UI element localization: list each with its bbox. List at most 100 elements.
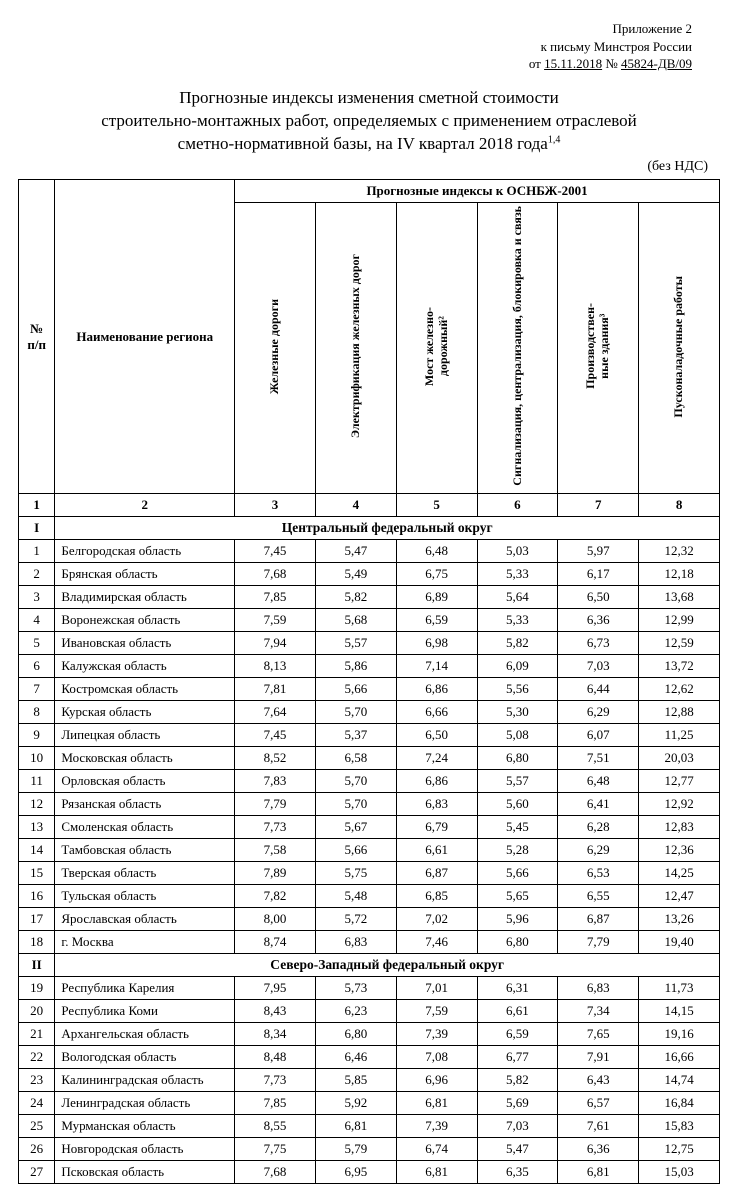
value-cell: 8,74 xyxy=(235,931,316,954)
value-cell: 5,70 xyxy=(315,793,396,816)
section-roman: I xyxy=(19,517,55,540)
value-cell: 6,57 xyxy=(558,1092,639,1115)
value-cell: 7,39 xyxy=(396,1023,477,1046)
row-number: 11 xyxy=(19,770,55,793)
value-cell: 7,03 xyxy=(558,655,639,678)
header-line1: Приложение 2 xyxy=(18,20,692,38)
region-name: Курская область xyxy=(55,701,235,724)
row-number: 21 xyxy=(19,1023,55,1046)
value-cell: 12,88 xyxy=(639,701,720,724)
region-name: Тульская область xyxy=(55,885,235,908)
value-cell: 7,39 xyxy=(396,1115,477,1138)
value-cell: 5,56 xyxy=(477,678,558,701)
value-cell: 20,03 xyxy=(639,747,720,770)
value-cell: 5,66 xyxy=(315,839,396,862)
value-cell: 6,86 xyxy=(396,678,477,701)
table-row: 19Республика Карелия7,955,737,016,316,83… xyxy=(19,977,720,1000)
header-block: Приложение 2 к письму Минстроя России от… xyxy=(18,20,692,73)
value-cell: 6,36 xyxy=(558,1138,639,1161)
value-cell: 6,31 xyxy=(477,977,558,1000)
th-colnum-3: 3 xyxy=(235,494,316,517)
value-cell: 12,18 xyxy=(639,563,720,586)
table-row: 24Ленинградская область7,855,926,815,696… xyxy=(19,1092,720,1115)
th-colnum-6: 6 xyxy=(477,494,558,517)
value-cell: 7,85 xyxy=(235,1092,316,1115)
value-cell: 5,69 xyxy=(477,1092,558,1115)
table-row: 21Архангельская область8,346,807,396,597… xyxy=(19,1023,720,1046)
value-cell: 6,81 xyxy=(315,1115,396,1138)
value-cell: 6,80 xyxy=(477,747,558,770)
region-name: г. Москва xyxy=(55,931,235,954)
region-name: Брянская область xyxy=(55,563,235,586)
value-cell: 5,64 xyxy=(477,586,558,609)
value-cell: 7,68 xyxy=(235,1161,316,1184)
value-cell: 5,67 xyxy=(315,816,396,839)
value-cell: 7,45 xyxy=(235,540,316,563)
value-cell: 5,97 xyxy=(558,540,639,563)
row-number: 16 xyxy=(19,885,55,908)
table-row: 16Тульская область7,825,486,855,656,5512… xyxy=(19,885,720,908)
row-number: 26 xyxy=(19,1138,55,1161)
table-row: 14Тамбовская область7,585,666,615,286,29… xyxy=(19,839,720,862)
value-cell: 5,72 xyxy=(315,908,396,931)
header-date: 15.11.2018 xyxy=(544,56,602,71)
row-number: 2 xyxy=(19,563,55,586)
value-cell: 7,79 xyxy=(235,793,316,816)
value-cell: 5,70 xyxy=(315,701,396,724)
value-cell: 5,33 xyxy=(477,563,558,586)
th-group: Прогнозные индексы к ОСНБЖ-2001 xyxy=(235,180,720,203)
row-number: 5 xyxy=(19,632,55,655)
value-cell: 13,26 xyxy=(639,908,720,931)
value-cell: 5,30 xyxy=(477,701,558,724)
row-number: 25 xyxy=(19,1115,55,1138)
value-cell: 16,84 xyxy=(639,1092,720,1115)
value-cell: 6,29 xyxy=(558,701,639,724)
value-cell: 7,73 xyxy=(235,1069,316,1092)
value-cell: 6,55 xyxy=(558,885,639,908)
value-cell: 6,87 xyxy=(396,862,477,885)
row-number: 4 xyxy=(19,609,55,632)
value-cell: 6,77 xyxy=(477,1046,558,1069)
th-colnum-7: 7 xyxy=(558,494,639,517)
value-cell: 5,73 xyxy=(315,977,396,1000)
table-row: 8Курская область7,645,706,665,306,2912,8… xyxy=(19,701,720,724)
value-cell: 6,83 xyxy=(315,931,396,954)
value-cell: 8,13 xyxy=(235,655,316,678)
value-cell: 12,99 xyxy=(639,609,720,632)
value-cell: 7,58 xyxy=(235,839,316,862)
value-cell: 7,51 xyxy=(558,747,639,770)
value-cell: 7,61 xyxy=(558,1115,639,1138)
value-cell: 6,83 xyxy=(396,793,477,816)
region-name: Ленинградская область xyxy=(55,1092,235,1115)
table-row: 2Брянская область7,685,496,755,336,1712,… xyxy=(19,563,720,586)
value-cell: 7,95 xyxy=(235,977,316,1000)
region-name: Республика Коми xyxy=(55,1000,235,1023)
value-cell: 7,82 xyxy=(235,885,316,908)
th-col-3: Железные дороги xyxy=(235,203,316,494)
value-cell: 7,89 xyxy=(235,862,316,885)
value-cell: 6,44 xyxy=(558,678,639,701)
section-title: Центральный федеральный округ xyxy=(55,517,720,540)
value-cell: 6,50 xyxy=(558,586,639,609)
value-cell: 6,87 xyxy=(558,908,639,931)
value-cell: 6,23 xyxy=(315,1000,396,1023)
value-cell: 6,81 xyxy=(558,1161,639,1184)
value-cell: 5,47 xyxy=(477,1138,558,1161)
section-row: IIСеверо-Западный федеральный округ xyxy=(19,954,720,977)
value-cell: 6,81 xyxy=(396,1092,477,1115)
table-row: 1Белгородская область7,455,476,485,035,9… xyxy=(19,540,720,563)
row-number: 13 xyxy=(19,816,55,839)
value-cell: 6,96 xyxy=(396,1069,477,1092)
value-cell: 15,03 xyxy=(639,1161,720,1184)
indices-table: № п/п Наименование региона Прогнозные ин… xyxy=(18,179,720,1184)
region-name: Архангельская область xyxy=(55,1023,235,1046)
header-line3-mid: № xyxy=(602,56,621,71)
value-cell: 7,45 xyxy=(235,724,316,747)
value-cell: 6,48 xyxy=(396,540,477,563)
value-cell: 7,75 xyxy=(235,1138,316,1161)
th-col-7: Производствен-ные здания³ xyxy=(558,203,639,494)
row-number: 20 xyxy=(19,1000,55,1023)
region-name: Тамбовская область xyxy=(55,839,235,862)
row-number: 23 xyxy=(19,1069,55,1092)
value-cell: 6,80 xyxy=(477,931,558,954)
